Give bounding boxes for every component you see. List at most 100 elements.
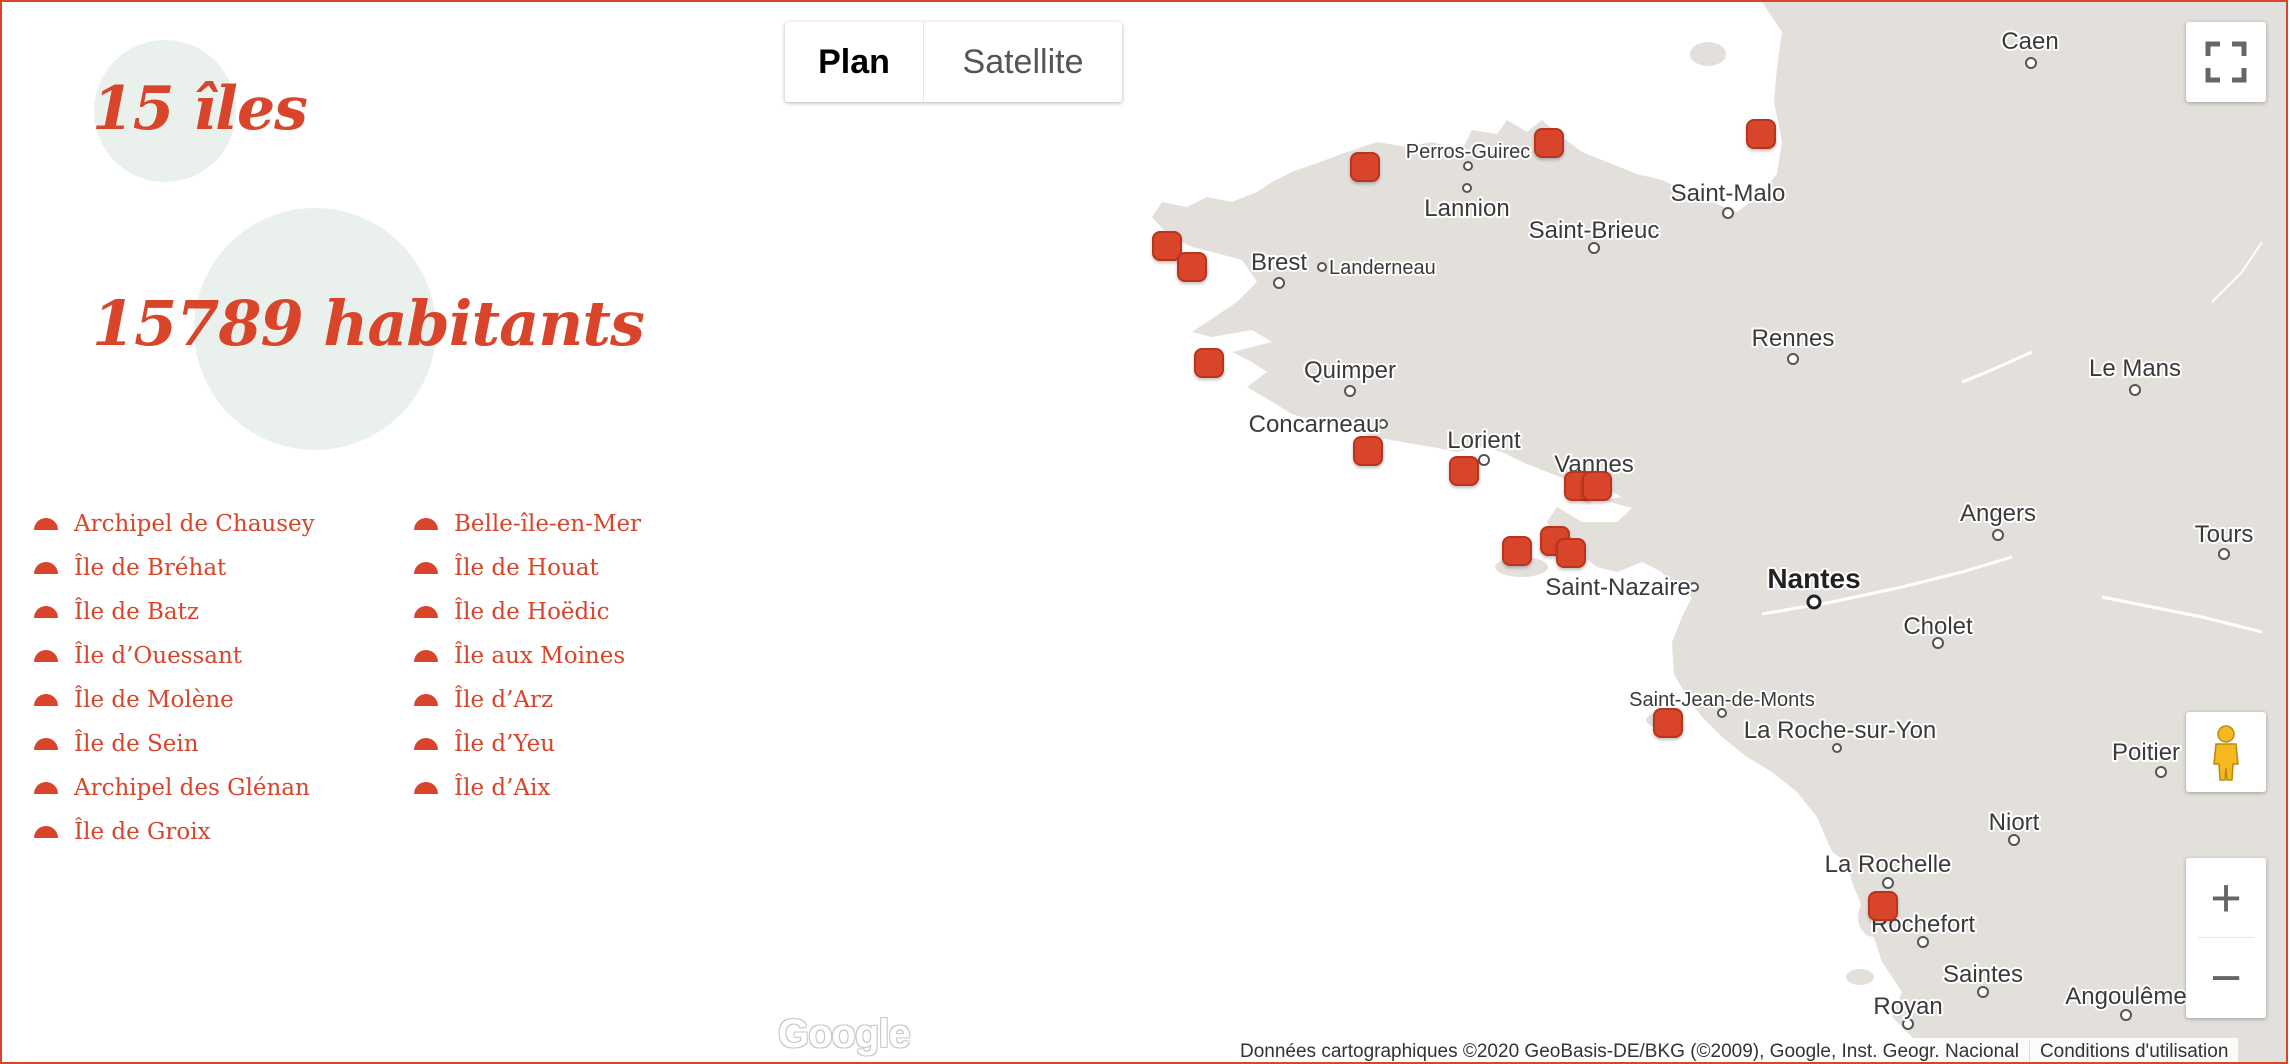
city-label-niort: Niort bbox=[1989, 809, 2040, 836]
island-marker[interactable] bbox=[1194, 348, 1224, 378]
city-label-saint-malo: Saint-Malo bbox=[1671, 180, 1786, 207]
island-name: Île de Hoëdic bbox=[454, 599, 610, 625]
island-list-right: Belle-île-en-Mer Île de Houat Île de Hoë… bbox=[414, 502, 641, 810]
island-dome-icon bbox=[34, 562, 58, 574]
island-marker[interactable] bbox=[1177, 252, 1207, 282]
island-marker[interactable] bbox=[1350, 152, 1380, 182]
city-label-la-rochelle: La Rochelle bbox=[1825, 851, 1952, 878]
city-label-concarneau: Concarneau bbox=[1249, 411, 1380, 438]
island-link[interactable]: Belle-île-en-Mer bbox=[414, 502, 641, 546]
city-label-nantes: Nantes bbox=[1767, 563, 1860, 594]
city-label-saint-brieuc: Saint-Brieuc bbox=[1529, 217, 1660, 244]
city-label-cholet: Cholet bbox=[1903, 613, 1973, 640]
city-label-royan: Royan bbox=[1873, 993, 1942, 1020]
island-marker[interactable] bbox=[1534, 128, 1564, 158]
island-dome-icon bbox=[34, 518, 58, 530]
city-label-lorient: Lorient bbox=[1447, 427, 1521, 454]
island-marker[interactable] bbox=[1746, 119, 1776, 149]
island-name: Archipel des Glénan bbox=[74, 775, 310, 801]
island-marker[interactable] bbox=[1353, 436, 1383, 466]
island-name: Île de Groix bbox=[74, 819, 211, 845]
island-dome-icon bbox=[34, 606, 58, 618]
fullscreen-button[interactable] bbox=[2186, 22, 2266, 102]
island-dome-icon bbox=[34, 738, 58, 750]
island-dome-icon bbox=[414, 694, 438, 706]
island-link[interactable]: Île de Groix bbox=[34, 810, 315, 854]
island-dome-icon bbox=[34, 694, 58, 706]
island-name: Île aux Moines bbox=[454, 643, 626, 669]
nantes-dot bbox=[1806, 594, 1822, 610]
island-link[interactable]: Île d’Arz bbox=[414, 678, 641, 722]
islands-count: 15 îles bbox=[92, 74, 308, 144]
river-line bbox=[2101, 595, 2263, 634]
island-name: Île de Bréhat bbox=[74, 555, 227, 581]
island-shape bbox=[1274, 395, 1294, 405]
island-link[interactable]: Île de Batz bbox=[34, 590, 315, 634]
island-marker[interactable] bbox=[1152, 231, 1182, 261]
island-marker[interactable] bbox=[1449, 456, 1479, 486]
zoom-out-button[interactable]: − bbox=[2210, 948, 2242, 1008]
zoom-in-button[interactable]: + bbox=[2210, 868, 2242, 928]
island-name: Île de Batz bbox=[74, 599, 199, 625]
city-label-lannion: Lannion bbox=[1424, 195, 1509, 222]
island-marker[interactable] bbox=[1653, 708, 1683, 738]
city-label-saint-nazaire: Saint-Nazaire bbox=[1545, 574, 1690, 601]
island-name: Île d’Yeu bbox=[454, 731, 556, 757]
google-logo: Google bbox=[778, 1012, 911, 1056]
island-link[interactable]: Île aux Moines bbox=[414, 634, 641, 678]
city-label-la-roche-sur-yon: La Roche-sur-Yon bbox=[1744, 717, 1937, 744]
island-link[interactable]: Île d’Yeu bbox=[414, 722, 641, 766]
pegman-icon bbox=[2213, 725, 2239, 781]
terms-link[interactable]: Conditions d'utilisation bbox=[2028, 1041, 2238, 1062]
island-dome-icon bbox=[414, 606, 438, 618]
island-link[interactable]: Île de Bréhat bbox=[34, 546, 315, 590]
island-dome-icon bbox=[414, 562, 438, 574]
island-marker[interactable] bbox=[1502, 536, 1532, 566]
attribution-text: Données cartographiques ©2020 GeoBasis-D… bbox=[1240, 1041, 2019, 1062]
city-label-landerneau: Landerneau bbox=[1329, 257, 1436, 279]
island-link[interactable]: Archipel des Glénan bbox=[34, 766, 315, 810]
island-link[interactable]: Île de Molène bbox=[34, 678, 315, 722]
city-label-caen: Caen bbox=[2001, 28, 2058, 55]
island-dome-icon bbox=[414, 782, 438, 794]
city-label-le-mans: Le Mans bbox=[2089, 355, 2181, 382]
island-name: Belle-île-en-Mer bbox=[454, 511, 642, 537]
city-dots bbox=[1273, 57, 2230, 1030]
island-link[interactable]: Île de Houat bbox=[414, 546, 641, 590]
island-marker[interactable] bbox=[1556, 538, 1586, 568]
city-label-tours: Tours bbox=[2195, 521, 2254, 548]
island-shape bbox=[1690, 42, 1726, 66]
street-view-button[interactable] bbox=[2186, 712, 2266, 792]
zoom-divider bbox=[2198, 937, 2254, 938]
city-label-perros-guirec: Perros-Guirec bbox=[1406, 141, 1530, 163]
island-marker[interactable] bbox=[1868, 891, 1898, 921]
island-name: Archipel de Chausey bbox=[74, 511, 315, 537]
map-type-control: Plan Satellite bbox=[785, 22, 1122, 102]
gulf-water bbox=[1557, 500, 1632, 522]
island-link[interactable]: Archipel de Chausey bbox=[34, 502, 315, 546]
fullscreen-icon bbox=[2205, 41, 2247, 83]
island-marker[interactable] bbox=[1582, 471, 1612, 501]
map-type-satellite-button[interactable]: Satellite bbox=[962, 42, 1084, 81]
island-link[interactable]: Île de Sein bbox=[34, 722, 315, 766]
population-stat-circle bbox=[194, 208, 436, 450]
island-name: Île de Sein bbox=[74, 731, 199, 757]
island-link[interactable]: Île d’Aix bbox=[414, 766, 641, 810]
island-name: Île d’Ouessant bbox=[74, 643, 243, 669]
city-label-saintes: Saintes bbox=[1943, 961, 2023, 988]
map-type-plan-button[interactable]: Plan bbox=[785, 22, 924, 102]
city-label-angouleme: Angoulême bbox=[2065, 983, 2186, 1010]
island-list-left: Archipel de Chausey Île de Bréhat Île de… bbox=[34, 502, 315, 854]
city-label-brest: Brest bbox=[1251, 249, 1307, 276]
map-attribution: Données cartographiques ©2020 GeoBasis-D… bbox=[1230, 1038, 2239, 1062]
island-link[interactable]: Île d’Ouessant bbox=[34, 634, 315, 678]
island-name: Île d’Aix bbox=[454, 775, 551, 801]
island-dome-icon bbox=[34, 826, 58, 838]
city-label-poitiers: Poitier bbox=[2112, 739, 2180, 766]
island-name: Île de Molène bbox=[74, 687, 234, 713]
cotentin-land bbox=[1764, 2, 1872, 167]
river-line bbox=[1961, 350, 2033, 384]
island-link[interactable]: Île de Hoëdic bbox=[414, 590, 641, 634]
